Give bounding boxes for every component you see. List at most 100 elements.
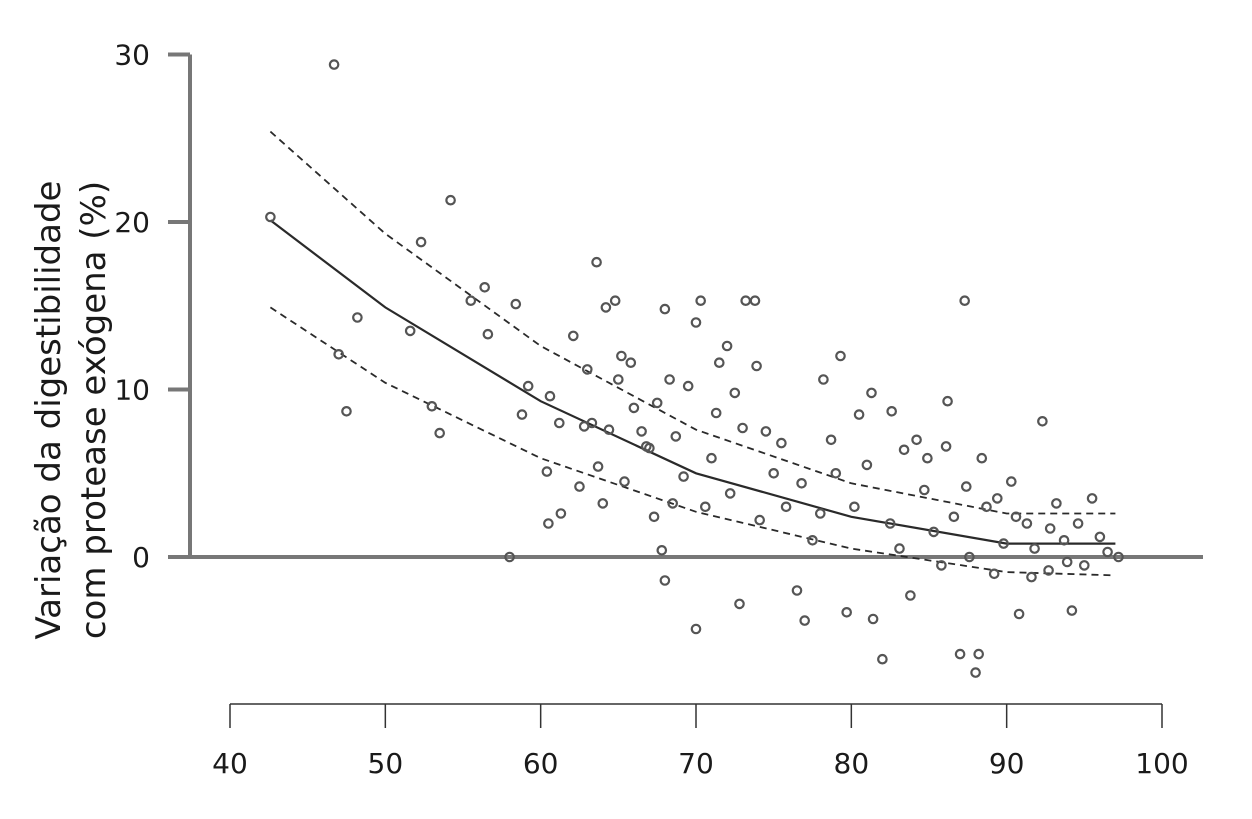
data-point [640, 441, 652, 452]
data-point [970, 667, 981, 678]
tick-labels: 0 10 20 30 40 50 60 70 80 90 100 [114, 39, 1188, 781]
data-point [578, 421, 590, 432]
data-point [543, 518, 554, 529]
y-axis-label-line-1: Variação da digestibilidade [29, 181, 69, 640]
data-point [898, 444, 910, 456]
x-tick-label: 70 [678, 747, 714, 780]
data-point [516, 409, 528, 420]
y-axis-label-line-2: com protease exógena (%) [74, 181, 114, 639]
data-point [734, 598, 745, 610]
data-point [1043, 565, 1054, 576]
x-tick-label: 80 [834, 747, 870, 780]
data-point [768, 467, 779, 479]
data-point [555, 508, 567, 519]
data-point [710, 407, 722, 419]
data-point [835, 350, 846, 362]
data-point [597, 498, 609, 509]
data-point [510, 298, 522, 310]
data-point [729, 387, 741, 399]
data-point [482, 328, 494, 340]
data-point [1010, 511, 1022, 523]
data-point [894, 543, 905, 554]
data-points [265, 59, 1124, 678]
data-point [954, 648, 966, 660]
data-point [936, 560, 947, 571]
data-point [636, 426, 647, 437]
data-point [659, 303, 671, 315]
data-point [544, 390, 556, 402]
data-point [877, 653, 888, 665]
data-point [1066, 605, 1078, 616]
data-point [1026, 571, 1037, 583]
data-point [814, 508, 826, 519]
data-point [678, 471, 689, 482]
data-point [1102, 546, 1113, 558]
data-point [922, 452, 933, 464]
x-tick-label: 100 [1135, 747, 1188, 780]
x-tick-label: 50 [368, 747, 404, 780]
data-point [690, 317, 702, 328]
data-point [942, 395, 953, 407]
data-point [504, 551, 515, 563]
data-point [918, 484, 930, 496]
data-point [998, 538, 1009, 549]
data-point [724, 488, 736, 499]
data-point [656, 544, 668, 556]
x-tick-label: 60 [523, 747, 559, 780]
data-point [625, 357, 637, 368]
data-point [648, 511, 660, 523]
data-point [426, 400, 438, 412]
data-point [699, 501, 711, 513]
data-point [592, 461, 604, 472]
y-tick-label: 0 [132, 541, 150, 574]
data-point [616, 350, 627, 362]
data-point [659, 575, 671, 586]
data-point [1029, 543, 1040, 554]
data-point [976, 452, 988, 464]
data-point [713, 357, 725, 368]
data-point [973, 648, 984, 660]
data-point [574, 481, 585, 492]
data-point [830, 467, 842, 479]
data-point [981, 501, 992, 513]
data-point [749, 295, 761, 306]
data-point [940, 441, 952, 452]
data-point [600, 302, 612, 313]
data-point [1037, 415, 1048, 427]
data-point [445, 194, 456, 206]
data-point [670, 431, 682, 442]
data-point [754, 514, 765, 526]
data-point [791, 585, 803, 596]
data-point [740, 295, 751, 306]
data-point [664, 374, 675, 385]
axes [168, 52, 1203, 728]
data-point [667, 498, 678, 509]
fit-line-upper-band [269, 130, 1116, 515]
fit-line-lower-band [269, 306, 1116, 577]
x-tick-label: 90 [989, 747, 1025, 780]
data-point [780, 501, 792, 513]
data-point [479, 281, 490, 293]
data-point [651, 397, 663, 409]
data-point [884, 518, 896, 529]
data-point [866, 387, 877, 399]
data-point [861, 459, 873, 471]
data-point [988, 568, 1000, 580]
data-point [541, 466, 553, 477]
data-point [682, 380, 694, 392]
data-point [807, 534, 818, 546]
data-point [591, 256, 602, 268]
data-point [760, 426, 772, 437]
data-point [911, 434, 922, 446]
y-tick-label: 30 [114, 39, 150, 72]
data-point [1072, 518, 1084, 529]
data-point [841, 606, 852, 618]
data-point [628, 402, 640, 414]
data-point [1061, 556, 1073, 568]
data-point [1113, 551, 1124, 563]
data-point [612, 374, 624, 385]
data-point [1013, 608, 1025, 620]
data-point [1021, 518, 1033, 529]
data-point [1086, 493, 1098, 504]
data-point [581, 364, 593, 375]
